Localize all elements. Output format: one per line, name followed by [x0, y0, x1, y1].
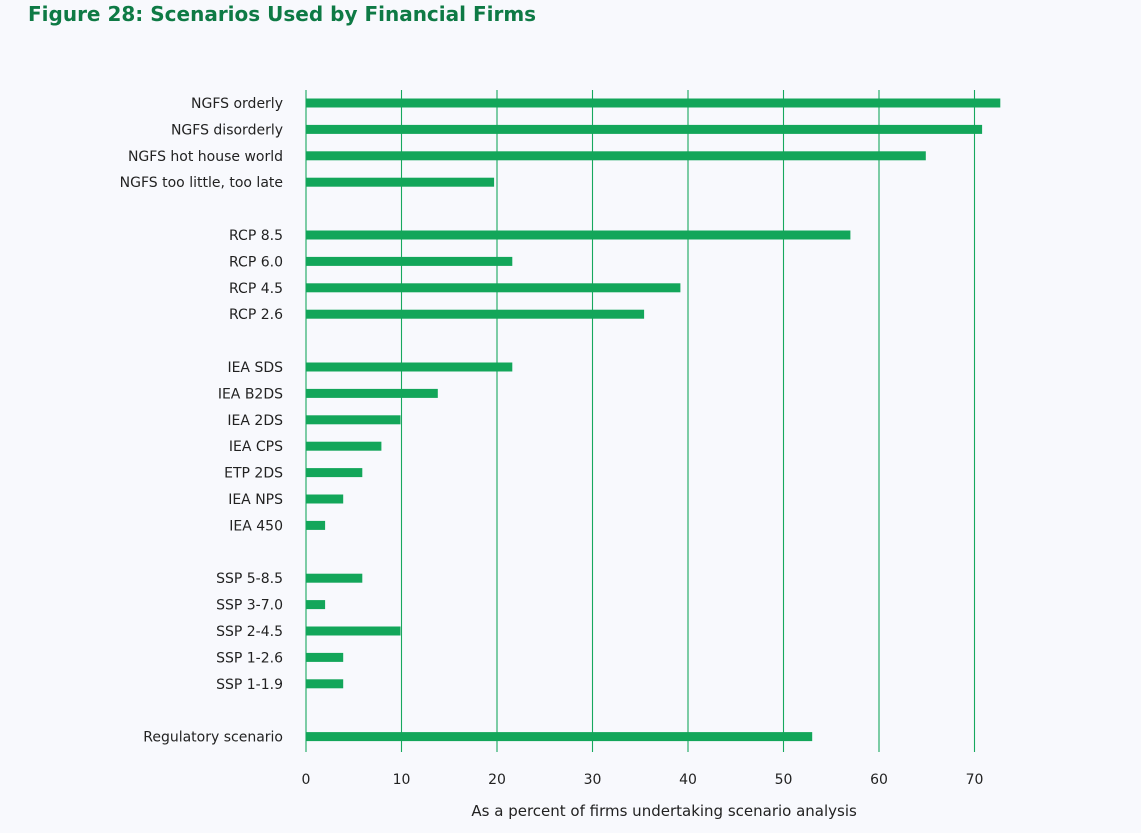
category-label-iea-450: IEA 450 [229, 518, 283, 534]
category-label-ngfs-disorderly: NGFS disorderly [171, 122, 283, 138]
category-label-iea-b2ds: IEA B2DS [218, 386, 283, 402]
x-tick-70: 70 [966, 772, 984, 788]
bar-ssp-1-1-9 [306, 679, 344, 689]
category-label-ssp-1-2-6: SSP 1-2.6 [216, 650, 283, 666]
bar-rcp-4-5 [306, 283, 681, 293]
chart-title: Figure 28: Scenarios Used by Financial F… [28, 2, 537, 26]
category-label-rcp-4-5: RCP 4.5 [229, 281, 283, 297]
x-tick-30: 30 [584, 772, 602, 788]
bar-regulatory-scenario [306, 732, 813, 742]
bar-rcp-2-6 [306, 309, 645, 319]
category-label-regulatory-scenario: Regulatory scenario [143, 730, 283, 746]
x-tick-50: 50 [775, 772, 793, 788]
bars [306, 98, 1001, 742]
bar-ssp-2-4-5 [306, 626, 401, 636]
bar-iea-sds [306, 362, 513, 372]
category-label-iea-nps: IEA NPS [228, 492, 283, 508]
bar-ngfs-too-little-too-late [306, 177, 495, 187]
x-axis-title: As a percent of firms undertaking scenar… [471, 802, 857, 820]
bar-ssp-1-2-6 [306, 652, 344, 662]
bar-iea-nps [306, 494, 344, 504]
x-tick-40: 40 [679, 772, 697, 788]
bar-etp-2ds [306, 468, 363, 478]
bar-iea-cps [306, 441, 382, 451]
category-label-iea-2ds: IEA 2DS [227, 413, 283, 429]
x-tick-60: 60 [870, 772, 888, 788]
x-tick-10: 10 [393, 772, 411, 788]
category-label-ssp-1-1-9: SSP 1-1.9 [216, 677, 283, 693]
category-label-ssp-5-8-5: SSP 5-8.5 [216, 571, 283, 587]
category-label-etp-2ds: ETP 2DS [224, 466, 283, 482]
category-label-iea-sds: IEA SDS [227, 360, 283, 376]
x-tick-20: 20 [488, 772, 506, 788]
category-label-ngfs-too-little-too-late: NGFS too little, too late [120, 175, 283, 191]
category-label-ssp-2-4-5: SSP 2-4.5 [216, 624, 283, 640]
gridlines [305, 90, 976, 752]
category-labels: NGFS orderly NGFS disorderly NGFS hot hous… [120, 96, 283, 746]
category-label-ssp-3-7-0: SSP 3-7.0 [216, 598, 283, 614]
bar-ssp-5-8-5 [306, 573, 363, 583]
bar-rcp-6-0 [306, 256, 513, 266]
bar-ngfs-orderly [306, 98, 1001, 108]
bar-iea-b2ds [306, 388, 438, 398]
bar-iea-450 [306, 520, 326, 530]
category-label-ngfs-hot-house-world: NGFS hot house world [128, 149, 283, 165]
category-label-iea-cps: IEA CPS [229, 439, 283, 455]
category-label-rcp-6-0: RCP 6.0 [229, 254, 283, 270]
bar-rcp-8-5 [306, 230, 851, 240]
x-tick-labels: 0 10 20 30 40 50 60 70 [302, 772, 984, 788]
bar-iea-2ds [306, 415, 401, 425]
bar-ngfs-disorderly [306, 124, 983, 134]
x-tick-0: 0 [302, 772, 311, 788]
category-label-ngfs-orderly: NGFS orderly [191, 96, 283, 112]
category-label-rcp-8-5: RCP 8.5 [229, 228, 283, 244]
bar-ssp-3-7-0 [306, 600, 326, 610]
bar-ngfs-hot-house-world [306, 151, 926, 161]
category-label-rcp-2-6: RCP 2.6 [229, 307, 283, 323]
